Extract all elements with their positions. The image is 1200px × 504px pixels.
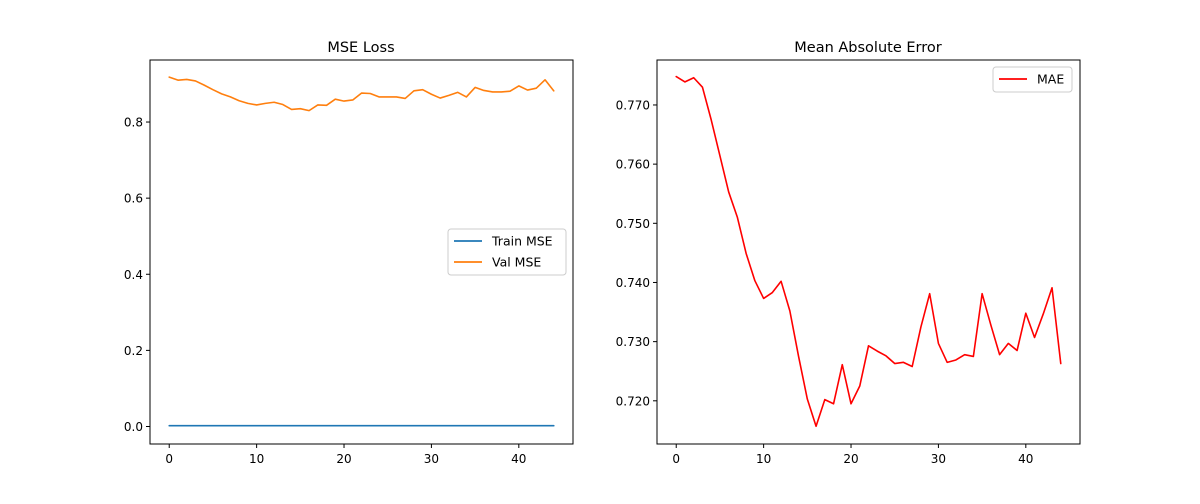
- x-tick-label: 10: [756, 452, 771, 466]
- legend-box: [992, 66, 1073, 93]
- y-tick-label: 0.2: [124, 344, 143, 358]
- x-tick-label: 20: [843, 452, 858, 466]
- axes-frame: [149, 59, 574, 445]
- legend-label-train-mse: Train MSE: [491, 234, 553, 249]
- mse-loss-chart: MSE Loss 0 10 20 30 40 0.0 0.2 0.4 0.6 0.8 Train …: [124, 40, 574, 466]
- y-tick-label: 0.4: [124, 268, 143, 282]
- chart-title: MSE Loss: [327, 40, 394, 56]
- x-tick-label: 40: [511, 452, 526, 466]
- x-tick-label: 30: [931, 452, 946, 466]
- x-tick-label: 10: [249, 452, 264, 466]
- x-tick-label: 30: [424, 452, 439, 466]
- axis-ticks: 0 10 20 30 40 0.0 0.2 0.4 0.6 0.8: [124, 59, 574, 466]
- plot-area: [675, 75, 1062, 428]
- series-line-mae: [675, 75, 1062, 428]
- chart-title: Mean Absolute Error: [794, 40, 941, 56]
- series-line-val-mse: [168, 76, 555, 112]
- legend-label-mae: MAE: [1037, 72, 1064, 87]
- x-tick-label: 20: [336, 452, 351, 466]
- y-tick-label: 0.6: [124, 192, 143, 206]
- y-tick-label: 0.8: [124, 116, 143, 130]
- legend: MAE: [992, 66, 1073, 93]
- axes-frame: [656, 59, 1081, 445]
- y-tick-label: 0.770: [616, 98, 650, 112]
- axis-ticks: 0 10 20 30 40 0.720 0.730 0.740 0.750 0.760 0.770: [616, 59, 1081, 466]
- y-tick-label: 0.760: [616, 158, 650, 172]
- y-tick-label: 0.720: [616, 394, 650, 408]
- plot-area: [168, 76, 555, 427]
- y-tick-label: 0.750: [616, 217, 650, 231]
- x-tick-label: 0: [672, 452, 680, 466]
- mae-chart: Mean Absolute Error 0 10 20 30 400.7200.7300…: [616, 40, 1081, 466]
- y-tick-label: 0.0: [124, 420, 143, 434]
- y-tick-label: 0.730: [616, 335, 650, 349]
- legend: Train MSE Val MSE: [447, 228, 567, 276]
- x-tick-label: 0: [165, 452, 173, 466]
- legend-label-val-mse: Val MSE: [492, 255, 541, 270]
- x-tick-label: 40: [1018, 452, 1033, 466]
- y-tick-label: 0.740: [616, 276, 650, 290]
